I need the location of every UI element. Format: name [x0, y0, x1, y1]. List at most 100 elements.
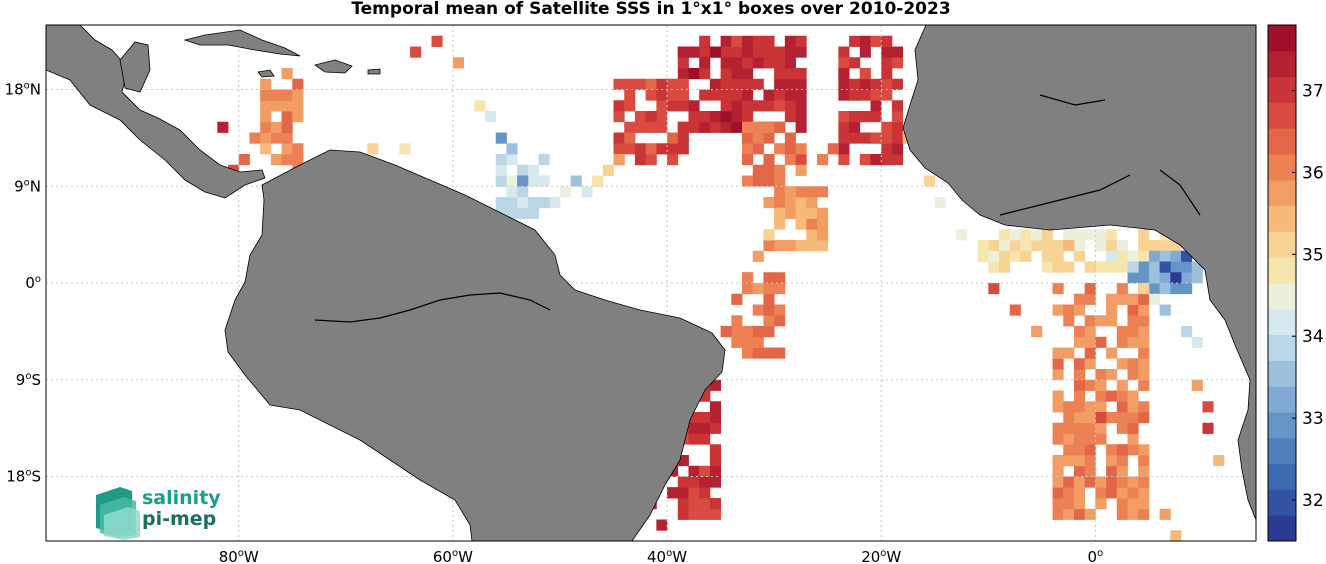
lon-tick-label: 0o — [1088, 548, 1104, 564]
sss-cell — [763, 197, 775, 209]
sss-cell — [763, 89, 775, 101]
sss-cell — [806, 229, 818, 241]
sss-cell — [956, 229, 968, 241]
sss-cell — [292, 111, 304, 123]
sss-cell — [1138, 293, 1150, 305]
sss-cell — [784, 132, 796, 144]
sss-cell — [677, 487, 689, 499]
sss-cell — [656, 519, 668, 531]
sss-cell — [1020, 250, 1032, 262]
sss-cell — [1084, 465, 1096, 477]
sss-cell — [870, 100, 882, 112]
sss-cell — [795, 100, 807, 112]
sss-cell — [742, 35, 754, 47]
sss-cell — [1063, 304, 1075, 316]
sss-cell — [720, 68, 732, 80]
sss-cell — [1106, 476, 1118, 488]
sss-cell — [1084, 293, 1096, 305]
colorbar-tick-label: 35 — [1302, 245, 1324, 265]
sss-cell — [1063, 229, 1075, 241]
lat-tick-label: 18oS — [6, 468, 41, 486]
sss-cell — [763, 121, 775, 133]
sss-cell — [774, 304, 786, 316]
sss-cell — [1073, 444, 1086, 456]
sss-cell — [677, 121, 689, 133]
sss-cell — [742, 89, 754, 101]
sss-cell — [709, 89, 722, 101]
sss-cell — [1106, 315, 1118, 327]
sss-cell — [881, 68, 893, 80]
sss-cell — [645, 143, 657, 155]
colorbar-swatch — [1268, 489, 1296, 516]
sss-cell — [688, 476, 700, 488]
sss-cell — [774, 283, 786, 295]
sss-cell — [1063, 444, 1075, 456]
sss-cell — [1073, 390, 1086, 402]
sss-cell — [774, 272, 786, 284]
sss-cell — [677, 78, 689, 90]
sss-cell — [752, 326, 764, 338]
sss-cell — [1116, 283, 1128, 295]
sss-cell — [774, 207, 786, 219]
sss-cell — [592, 175, 604, 187]
sss-cell — [1106, 369, 1118, 381]
sss-cell — [731, 78, 743, 90]
sss-cell — [399, 143, 411, 155]
sss-cell — [752, 347, 764, 359]
sss-cell — [784, 240, 796, 252]
sss-cell — [774, 46, 786, 58]
sss-cell — [1052, 455, 1064, 467]
logo-text-pimep: pi-mep — [142, 508, 216, 530]
sss-cell — [517, 207, 529, 219]
sss-cell — [731, 89, 743, 101]
sss-cell — [1095, 476, 1107, 488]
sss-cell — [677, 46, 689, 58]
sss-cell — [1084, 229, 1096, 241]
sss-cell — [1073, 304, 1086, 316]
sss-cell — [1116, 422, 1128, 434]
sss-cell — [1127, 315, 1139, 327]
sss-cell — [495, 132, 507, 144]
sss-cell — [774, 68, 786, 80]
sss-cell — [1009, 304, 1021, 316]
sss-cell — [742, 336, 754, 348]
sss-cell — [709, 455, 722, 467]
sss-cell — [1084, 326, 1096, 338]
sss-cell — [1138, 250, 1150, 262]
sss-cell — [1138, 401, 1150, 413]
sss-cell — [731, 46, 743, 58]
sss-cell — [806, 240, 818, 252]
sss-cell — [763, 283, 775, 295]
sss-cell — [527, 175, 539, 187]
sss-cell — [774, 143, 786, 155]
sss-cell — [1116, 412, 1128, 424]
sss-cell — [795, 218, 807, 230]
sss-cell — [1127, 433, 1139, 445]
sss-cell — [688, 422, 700, 434]
sss-cell — [260, 89, 272, 101]
colorbar-swatch — [1268, 412, 1296, 439]
sss-cell — [634, 143, 647, 155]
sss-cell — [1041, 240, 1053, 252]
sss-cell — [1106, 487, 1118, 499]
sss-cell — [709, 465, 722, 477]
sss-cell — [1138, 283, 1150, 295]
sss-cell — [774, 100, 786, 112]
salinity-pi-mep-logo: salinity pi-mep — [96, 487, 221, 540]
sss-cell — [709, 46, 722, 58]
sss-cell — [688, 121, 700, 133]
sss-cell — [699, 422, 711, 434]
sss-cell — [1095, 369, 1107, 381]
sss-cell — [1138, 369, 1150, 381]
colorbar-swatch — [1268, 50, 1296, 78]
sss-cell — [1073, 508, 1086, 520]
sss-cell — [763, 175, 775, 187]
sss-cell — [1073, 433, 1086, 445]
sss-cell — [1181, 283, 1193, 295]
sss-cell — [699, 412, 711, 424]
sss-cell — [1159, 250, 1171, 262]
sss-cell — [581, 186, 593, 198]
colorbar-swatch — [1268, 283, 1296, 310]
sss-cell — [1084, 315, 1096, 327]
sss-cell — [806, 218, 818, 230]
